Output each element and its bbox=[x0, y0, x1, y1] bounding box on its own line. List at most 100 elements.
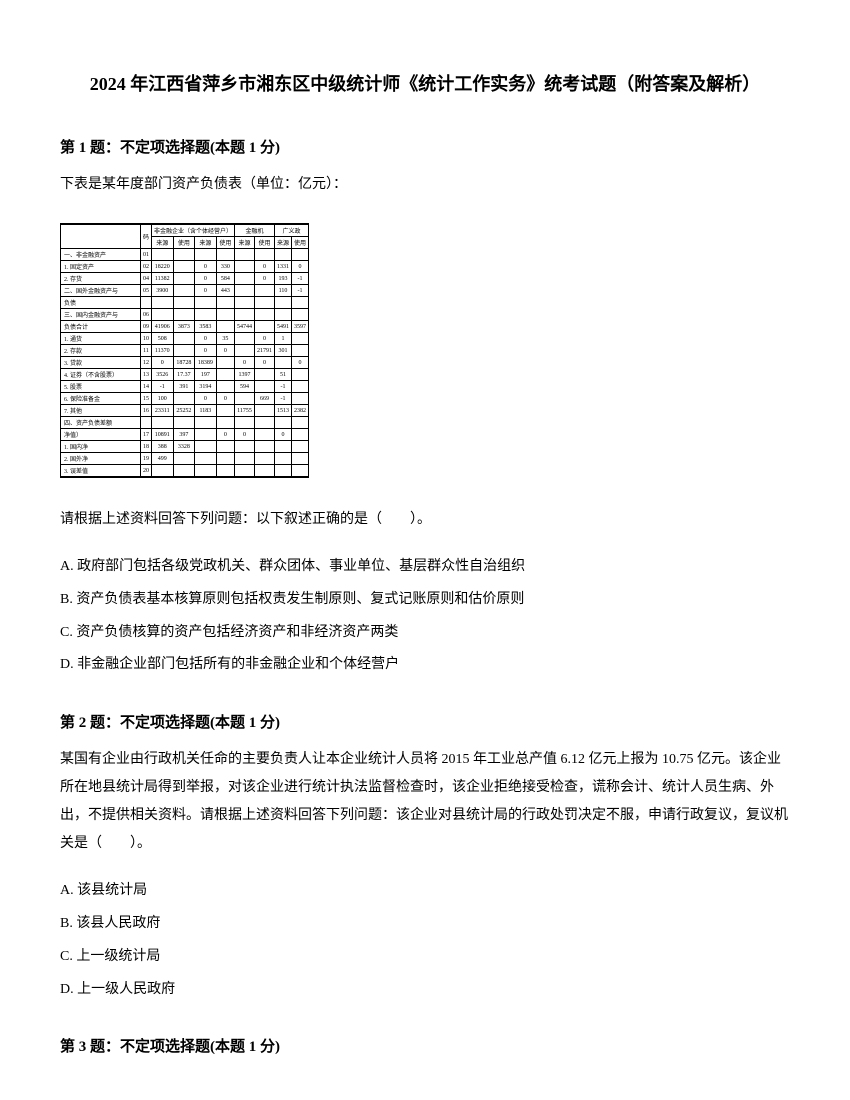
table-cell bbox=[152, 249, 174, 261]
table-row-code: 17 bbox=[141, 429, 152, 441]
table-cell bbox=[195, 429, 217, 441]
table-row-label: 2. 国外净 bbox=[61, 453, 141, 465]
q2-header: 第 2 题：不定项选择题(本题 1 分) bbox=[60, 711, 790, 732]
table-cell: 443 bbox=[216, 285, 234, 297]
table-cell: 3526 bbox=[152, 369, 174, 381]
table-row-label: 负债 bbox=[61, 297, 141, 309]
table-cell bbox=[255, 297, 275, 309]
table-cell: 11382 bbox=[152, 273, 174, 285]
q2-option-c: C. 上一级统计局 bbox=[60, 942, 790, 973]
table-cell bbox=[275, 417, 292, 429]
table-cell: 499 bbox=[152, 453, 174, 465]
table-cell bbox=[255, 381, 275, 393]
table-cell bbox=[216, 381, 234, 393]
table-row-code: 20 bbox=[141, 465, 152, 478]
table-cell: 1 bbox=[275, 333, 292, 345]
table-cell: 0 bbox=[255, 357, 275, 369]
table-row-code: 16 bbox=[141, 405, 152, 417]
table-cell bbox=[235, 285, 255, 297]
q1-header: 第 1 题：不定项选择题(本题 1 分) bbox=[60, 136, 790, 157]
table-row-code: 06 bbox=[141, 309, 152, 321]
table-cell bbox=[173, 417, 195, 429]
table-cell bbox=[292, 393, 309, 405]
table-cell: 0 bbox=[216, 393, 234, 405]
table-row-label: 四、资产负债差额 bbox=[61, 417, 141, 429]
table-cell: 5491 bbox=[275, 321, 292, 333]
table-cell bbox=[292, 441, 309, 453]
table-cell: 0 bbox=[195, 261, 217, 273]
table-cell bbox=[235, 453, 255, 465]
table-cell: 1183 bbox=[195, 405, 217, 417]
table-row-label: 7. 其他 bbox=[61, 405, 141, 417]
table-row-label: 2. 存款 bbox=[61, 345, 141, 357]
table-cell bbox=[255, 285, 275, 297]
table-cell: 54744 bbox=[235, 321, 255, 333]
table-cell: 0 bbox=[292, 261, 309, 273]
table-cell: 0 bbox=[255, 261, 275, 273]
table-cell bbox=[275, 357, 292, 369]
table-cell bbox=[173, 285, 195, 297]
table-cell bbox=[292, 249, 309, 261]
table-cell bbox=[216, 369, 234, 381]
q3-header: 第 3 题：不定项选择题(本题 1 分) bbox=[60, 1035, 790, 1056]
table-cell bbox=[216, 417, 234, 429]
table-cell: 301 bbox=[275, 345, 292, 357]
table-cell bbox=[216, 441, 234, 453]
table-row-label: 5. 股票 bbox=[61, 381, 141, 393]
table-cell: 0 bbox=[235, 357, 255, 369]
table-cell bbox=[152, 309, 174, 321]
table-row-code: 11 bbox=[141, 345, 152, 357]
table-cell bbox=[235, 441, 255, 453]
table-row-label: 1. 固定资产 bbox=[61, 261, 141, 273]
table-cell: 397 bbox=[173, 429, 195, 441]
table-row-label: 三、国内金融资产与 bbox=[61, 309, 141, 321]
table-cell bbox=[195, 309, 217, 321]
table-cell: 0 bbox=[216, 429, 234, 441]
table-cell: 2382 bbox=[292, 405, 309, 417]
table-cell bbox=[255, 417, 275, 429]
table-cell bbox=[235, 333, 255, 345]
q1-option-d: D. 非金融企业部门包括所有的非金融企业和个体经营户 bbox=[60, 650, 790, 681]
table-cell: 1397 bbox=[235, 369, 255, 381]
table-cell bbox=[255, 429, 275, 441]
table-cell bbox=[195, 417, 217, 429]
table-cell bbox=[216, 357, 234, 369]
table-cell bbox=[173, 345, 195, 357]
table-cell: -1 bbox=[275, 393, 292, 405]
table-cell bbox=[173, 309, 195, 321]
table-cell bbox=[275, 249, 292, 261]
table-cell bbox=[216, 405, 234, 417]
table-cell bbox=[152, 297, 174, 309]
q2-option-d: D. 上一级人民政府 bbox=[60, 975, 790, 1006]
table-row-code: 04 bbox=[141, 273, 152, 285]
table-cell bbox=[275, 441, 292, 453]
table-cell bbox=[255, 465, 275, 478]
table-cell bbox=[292, 345, 309, 357]
table-cell: -1 bbox=[152, 381, 174, 393]
q2-option-a: A. 该县统计局 bbox=[60, 876, 790, 907]
table-cell: 669 bbox=[255, 393, 275, 405]
table-row-code: 18 bbox=[141, 441, 152, 453]
table-cell: 18728 bbox=[173, 357, 195, 369]
table-cell: 391 bbox=[173, 381, 195, 393]
table-row-code: 15 bbox=[141, 393, 152, 405]
table-cell bbox=[292, 381, 309, 393]
table-row-code: 13 bbox=[141, 369, 152, 381]
table-row-label: 一、非金融资产 bbox=[61, 249, 141, 261]
table-row-code bbox=[141, 417, 152, 429]
table-cell: 0 bbox=[292, 357, 309, 369]
table-cell bbox=[216, 297, 234, 309]
table-cell bbox=[173, 453, 195, 465]
table-row-code: 10 bbox=[141, 333, 152, 345]
table-cell: 0 bbox=[216, 345, 234, 357]
table-cell: 3873 bbox=[173, 321, 195, 333]
table-cell: 17.37 bbox=[173, 369, 195, 381]
table-row-label: 4. 证券（不含股票） bbox=[61, 369, 141, 381]
table-row-code: 01 bbox=[141, 249, 152, 261]
table-cell bbox=[235, 297, 255, 309]
table-cell: 0 bbox=[195, 285, 217, 297]
table-cell bbox=[235, 261, 255, 273]
table-cell bbox=[235, 465, 255, 478]
table-cell bbox=[173, 261, 195, 273]
table-cell bbox=[255, 249, 275, 261]
